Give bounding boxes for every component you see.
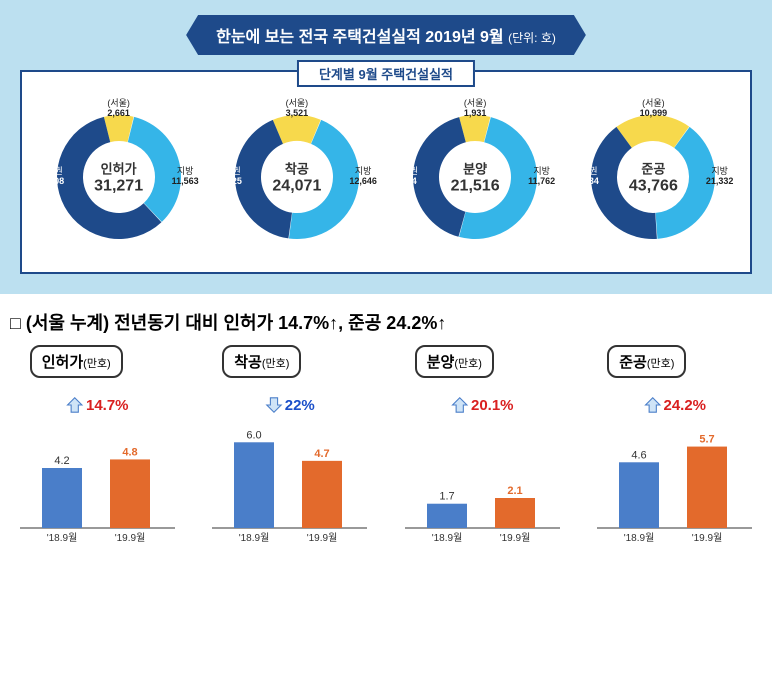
bar-curr-val: 4.8 [122, 446, 137, 458]
bar-prev-val: 4.6 [632, 449, 647, 461]
bar-title: 착공(만호) [222, 345, 301, 378]
bar-panel-2: 분양(만호) 20.1% 1.7 2.1 '18.9월 '19.9월 [395, 345, 570, 548]
bar-prev [427, 504, 467, 528]
bar-chart: 22% 6.0 4.7 '18.9월 '19.9월 [202, 388, 377, 548]
bar-curr [495, 498, 535, 528]
bar-chart: 14.7% 4.2 4.8 '18.9월 '19.9월 [10, 388, 185, 548]
title-banner: 한눈에 보는 전국 주택건설실적 2019년 9월 (단위: 호) [186, 15, 586, 55]
change-pct: 22% [285, 397, 315, 414]
bar-title-main: 착공 [234, 354, 262, 371]
bar-axis-prev: '18.9월 [239, 532, 270, 544]
donut-label-metro: 수도권9,754 [393, 167, 418, 187]
bar-title: 분양(만호) [415, 345, 494, 378]
donut-total: 43,766 [629, 178, 678, 196]
bar-axis-prev: '18.9월 [46, 532, 77, 544]
bar-title-main: 준공 [619, 354, 647, 371]
arrow-up-icon [643, 396, 661, 414]
bar-curr-val: 4.7 [315, 448, 330, 460]
bar-panel-3: 준공(만호) 24.2% 4.6 5.7 '18.9월 '19.9월 [587, 345, 762, 548]
title-main: 한눈에 보는 전국 주택건설실적 2019년 9월 [216, 29, 504, 46]
change-label: 24.2% [643, 396, 706, 414]
change-label: 20.1% [451, 396, 514, 414]
donut-label-local: 지방21,332 [706, 167, 734, 187]
arrow-down-icon [265, 396, 283, 414]
bar-panel-0: 인허가(만호) 14.7% 4.2 4.8 '18.9월 '19.9월 [10, 345, 185, 548]
change-pct: 14.7% [86, 397, 129, 414]
arrow-up-icon [451, 396, 469, 414]
donut-label-local: 지방11,762 [528, 167, 555, 187]
arrow-down-icon [265, 396, 283, 414]
bar-title-main: 인허가 [42, 354, 83, 371]
section-title: □ (서울 누계) 전년동기 대비 인허가 14.7%↑, 준공 24.2%↑ [0, 294, 772, 345]
bar-title-unit: (만호) [454, 358, 482, 370]
donut-name: 분양 [451, 159, 500, 178]
bar-axis-curr: '19.9월 [499, 532, 530, 544]
donut-label-local: 지방12,646 [349, 167, 377, 187]
bar-prev [42, 468, 82, 528]
bar-axis-prev: '18.9월 [624, 532, 655, 544]
bar-curr-val: 2.1 [507, 485, 522, 497]
donut-label-seoul: (서울)10,999 [640, 99, 668, 119]
change-pct: 20.1% [471, 397, 514, 414]
donut-total: 24,071 [272, 178, 321, 196]
bar-prev [234, 442, 274, 528]
donut-label-seoul: (서울)3,521 [286, 99, 309, 119]
donut-total: 21,516 [451, 178, 500, 196]
donut-1: 착공 24,071 (서울)3,521 수도권11,425 지방12,646 [217, 97, 377, 257]
donut-label-seoul: (서울)2,661 [107, 99, 130, 119]
donut-center: 준공 43,766 [629, 159, 678, 196]
donut-name: 인허가 [94, 159, 143, 178]
bar-prev [619, 462, 659, 528]
change-pct: 24.2% [663, 397, 706, 414]
donut-center: 분양 21,516 [451, 159, 500, 196]
bar-title-unit: (만호) [647, 358, 675, 370]
bar-title-unit: (만호) [262, 358, 290, 370]
bar-panel-1: 착공(만호) 22% 6.0 4.7 '18.9월 '19.9월 [202, 345, 377, 548]
donut-name: 착공 [272, 159, 321, 178]
bar-chart: 20.1% 1.7 2.1 '18.9월 '19.9월 [395, 388, 570, 548]
bar-axis-curr: '19.9월 [114, 532, 145, 544]
bar-axis-prev: '18.9월 [431, 532, 462, 544]
donut-center: 인허가 31,271 [94, 159, 143, 196]
bar-title-main: 분양 [427, 354, 455, 371]
donut-label-seoul: (서울)1,931 [464, 99, 487, 119]
bar-prev-val: 6.0 [247, 429, 262, 441]
donut-center: 착공 24,071 [272, 159, 321, 196]
bar-curr-val: 5.7 [700, 434, 715, 446]
bar-curr [302, 461, 342, 528]
arrow-up-icon [66, 396, 84, 414]
arrow-up-icon [451, 396, 469, 414]
donut-0: 인허가 31,271 (서울)2,661 수도권19,708 지방11,563 [39, 97, 199, 257]
donut-label-metro: 수도권22,434 [571, 167, 599, 187]
bar-title: 준공(만호) [607, 345, 686, 378]
arrow-up-icon [643, 396, 661, 414]
title-unit: (단위: 호) [508, 31, 556, 45]
arrow-up-icon [66, 396, 84, 414]
change-label: 22% [265, 396, 315, 414]
bars-row: 인허가(만호) 14.7% 4.2 4.8 '18.9월 '19.9월 착공(만… [0, 345, 772, 563]
change-label: 14.7% [66, 396, 129, 414]
bar-axis-curr: '19.9월 [692, 532, 723, 544]
bar-title: 인허가(만호) [30, 345, 123, 378]
donut-2: 분양 21,516 (서울)1,931 수도권9,754 지방11,762 [395, 97, 555, 257]
donut-total: 31,271 [94, 178, 143, 196]
bar-curr [110, 459, 150, 528]
bar-title-unit: (만호) [83, 358, 111, 370]
bar-prev-val: 1.7 [439, 491, 454, 503]
bar-curr [687, 447, 727, 528]
donut-name: 준공 [629, 159, 678, 178]
donut-3: 준공 43,766 (서울)10,999 수도권22,434 지방21,332 [573, 97, 733, 257]
donut-box-label: 단계별 9월 주택건설실적 [297, 60, 475, 87]
bar-prev-val: 4.2 [54, 455, 69, 467]
bar-axis-curr: '19.9월 [307, 532, 338, 544]
top-panel: 한눈에 보는 전국 주택건설실적 2019년 9월 (단위: 호) 단계별 9월… [0, 0, 772, 294]
donut-box: 단계별 9월 주택건설실적 인허가 31,271 (서울)2,661 수도권19… [20, 70, 752, 274]
bar-chart: 24.2% 4.6 5.7 '18.9월 '19.9월 [587, 388, 762, 548]
donut-label-local: 지방11,563 [172, 167, 199, 187]
donut-label-metro: 수도권11,425 [215, 167, 242, 187]
donut-label-metro: 수도권19,708 [37, 167, 65, 187]
